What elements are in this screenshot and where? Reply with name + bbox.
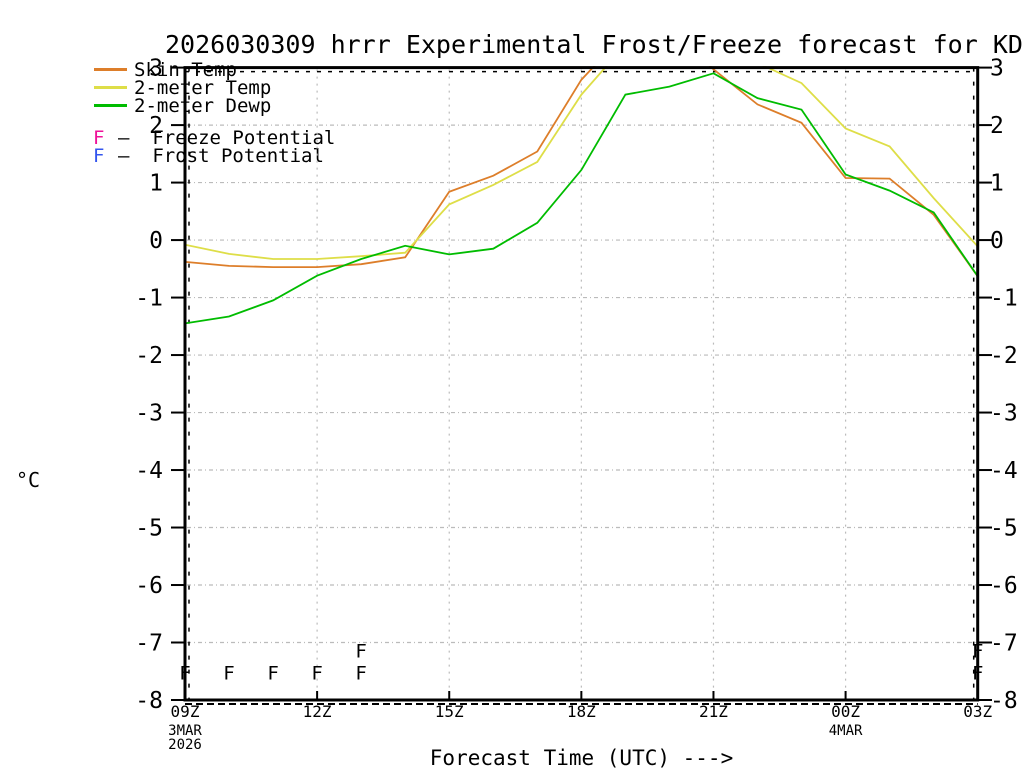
y-tick-label-left: -6 [135, 573, 163, 599]
freeze-potential-marker: F [311, 662, 322, 684]
y-tick-label-right: -1 [990, 286, 1018, 312]
x-date-label: 3MAR [168, 723, 202, 739]
y-tick-label-left: -1 [135, 286, 163, 312]
2-meter-temp-line [185, 66, 978, 260]
y-tick-label-right: -5 [990, 516, 1018, 542]
y-tick-label-left: -5 [135, 516, 163, 542]
freeze-potential-marker: F [223, 662, 234, 684]
2m-temp-legend-line [94, 86, 127, 89]
x-tick-label: 03Z [963, 702, 992, 721]
x-date-label: 2026 [168, 737, 202, 753]
y-tick-label-left: -2 [135, 343, 163, 369]
freeze-potential-marker: F [972, 662, 983, 684]
x-date-label: 4MAR [829, 723, 863, 739]
frost-potential-marker: F [972, 641, 983, 663]
y-tick-label-left: -7 [135, 631, 163, 657]
y-tick-label-left: 3 [149, 56, 163, 82]
y-tick-label-right: -7 [990, 631, 1018, 657]
x-axis-title: Forecast Time (UTC) ---> [429, 746, 734, 768]
y-tick-label-left: -4 [135, 458, 163, 484]
x-tick-label: 15Z [435, 702, 464, 721]
y-tick-label-right: 1 [990, 171, 1004, 197]
legend-frost-symbol: F [93, 145, 105, 167]
legend-freeze-label: — Freeze Potential [118, 127, 336, 149]
y-tick-label-left: -3 [135, 401, 163, 427]
x-tick-label: 09Z [171, 702, 200, 721]
legend-frost-label: — Frost Potential [118, 145, 324, 167]
y-tick-label-right: 2 [990, 113, 1004, 139]
y-tick-label-right: -8 [990, 688, 1018, 714]
y-tick-label-left: 0 [149, 228, 163, 254]
legend-2m-dewp-label: 2-meter Dewp [134, 95, 272, 117]
y-axis-unit-label: °C [16, 468, 41, 492]
freeze-potential-marker: F [355, 662, 366, 684]
y-tick-label-left: 2 [149, 113, 163, 139]
y-tick-label-right: 0 [990, 228, 1004, 254]
x-tick-label: 18Z [567, 702, 596, 721]
skin-temp-line [185, 66, 978, 277]
freeze-potential-marker: F [179, 662, 190, 684]
legend-2m-temp-label: 2-meter Temp [134, 77, 272, 99]
y-tick-label-left: -8 [135, 688, 163, 714]
2m-dewp-legend-line [94, 104, 127, 107]
y-tick-label-right: -2 [990, 343, 1018, 369]
legend-freeze-symbol: F [93, 127, 105, 149]
x-tick-label: 00Z [831, 702, 860, 721]
y-tick-label-left: 1 [149, 171, 163, 197]
2-meter-dewp-line [185, 72, 978, 325]
y-tick-label-right: 3 [990, 56, 1004, 82]
x-tick-label: 12Z [303, 702, 332, 721]
frost-potential-marker: F [355, 641, 366, 663]
x-tick-label: 21Z [699, 702, 728, 721]
y-tick-label-right: -4 [990, 458, 1018, 484]
y-tick-label-right: -6 [990, 573, 1018, 599]
freeze-potential-marker: F [267, 662, 278, 684]
legend-skin-temp-label: Skin Temp [134, 59, 237, 81]
skin-temp-legend-line [94, 68, 127, 71]
y-tick-label-right: -3 [990, 401, 1018, 427]
chart-title: 2026030309 hrrr Experimental Frost/Freez… [165, 30, 1024, 59]
